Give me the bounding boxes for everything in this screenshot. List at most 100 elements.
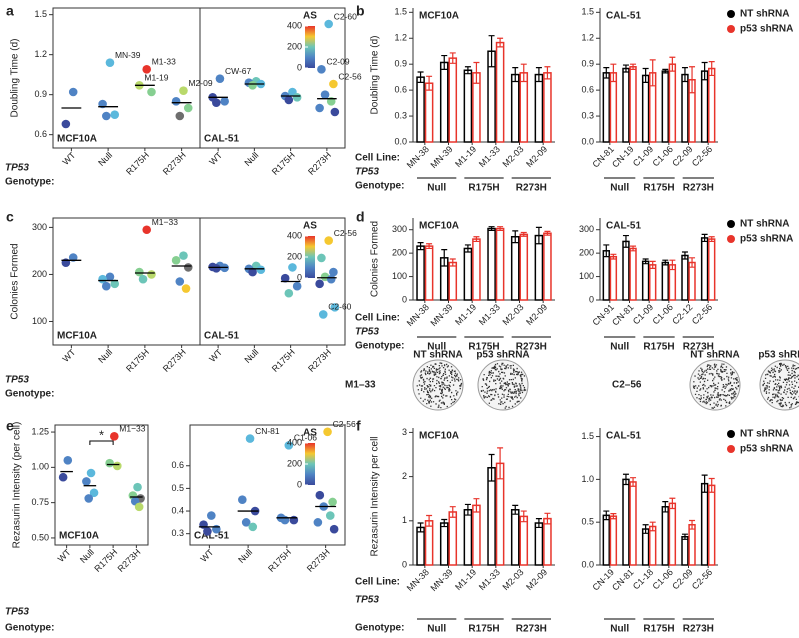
- colony-plate: [412, 359, 464, 411]
- legend-label: p53 shRNA: [740, 444, 793, 455]
- colorbar-tick-label: 400: [287, 437, 302, 447]
- genotype-label: Null: [610, 183, 629, 194]
- bar: [534, 73, 544, 143]
- data-point: [313, 518, 323, 527]
- bar: [641, 528, 650, 566]
- error-bar: [662, 68, 669, 74]
- legend-label: NT shRNA: [740, 219, 789, 230]
- data-point: [175, 277, 185, 286]
- image-row-label: C2–56: [612, 380, 642, 391]
- error-bar: [426, 243, 433, 250]
- bar: [668, 63, 677, 143]
- data-point: [241, 518, 251, 527]
- data-point: [329, 79, 338, 89]
- colorbar-tick-label: 0: [297, 62, 302, 72]
- data-point: [280, 515, 290, 525]
- legend-marker: [727, 25, 735, 33]
- image-column-label: NT shRNA: [690, 350, 739, 361]
- data-point: [318, 310, 328, 319]
- bar: [688, 524, 696, 566]
- error-bar: [689, 66, 696, 94]
- significance-label: *: [99, 427, 104, 442]
- data-point: [212, 264, 221, 273]
- bar: [700, 70, 709, 143]
- error-bar: [544, 66, 551, 80]
- data-point: [58, 472, 68, 482]
- row-label: Genotype:: [355, 181, 404, 192]
- point-label: C2-60: [334, 11, 357, 21]
- bar: [681, 535, 689, 566]
- panel-letter: b: [356, 3, 365, 19]
- subplot-title: MCF10A: [419, 11, 459, 22]
- data-point: [181, 284, 191, 293]
- subplot-title: CAL-51: [204, 331, 239, 342]
- row-label: TP53: [5, 607, 29, 618]
- row-label: TP53: [5, 163, 29, 174]
- bar: [448, 511, 458, 566]
- bar: [629, 247, 637, 301]
- legend-marker: [727, 445, 735, 453]
- y-tick-label: 0.5: [171, 483, 184, 493]
- error-bar: [701, 61, 708, 81]
- bar: [681, 73, 689, 143]
- data-point: [207, 511, 216, 520]
- genotype-label: R175H: [468, 342, 499, 353]
- error-bar: [497, 37, 504, 48]
- y-tick-label: 1.5: [34, 9, 47, 19]
- legend-marker: [727, 430, 735, 438]
- data-point: [203, 527, 212, 536]
- error-bar: [488, 35, 495, 68]
- genotype-label: R273H: [516, 624, 547, 635]
- row-label: Genotype:: [5, 177, 54, 188]
- data-point: [98, 274, 107, 284]
- data-point: [61, 258, 71, 267]
- genotype-label: R175H: [468, 183, 499, 194]
- genotype-label: Null: [610, 342, 629, 353]
- point-label: C2-56: [333, 419, 356, 429]
- subplot-title: CAL-51: [606, 431, 641, 442]
- data-point: [147, 87, 156, 97]
- point-label: C2-56: [334, 228, 357, 238]
- significance-bracket: [89, 440, 114, 445]
- y-tick-label: 1.2: [34, 49, 47, 59]
- row-label: Cell Line:: [355, 313, 400, 324]
- genotype-label: R175H: [643, 624, 674, 635]
- bar: [448, 57, 458, 143]
- bar: [543, 517, 552, 566]
- colorbar-title: AS: [303, 11, 317, 22]
- y-tick-label: 0.9: [581, 59, 594, 69]
- data-point: [315, 490, 325, 500]
- error-bar: [535, 67, 542, 83]
- data-point: [133, 482, 142, 492]
- colony-specks: [416, 362, 463, 409]
- data-point: [324, 19, 333, 29]
- panel-letter: c: [6, 209, 14, 225]
- legend-label: NT shRNA: [740, 9, 789, 20]
- point-label: CN-81: [255, 426, 280, 436]
- error-bar: [630, 477, 637, 487]
- error-bar: [649, 260, 656, 269]
- plot-frame: [54, 424, 149, 546]
- plot-frame: [199, 217, 346, 346]
- y-axis-label: Doubling Time (d): [10, 39, 21, 118]
- legend-label: NT shRNA: [740, 429, 789, 440]
- point-label: M1−33: [152, 217, 178, 227]
- bar: [622, 240, 630, 301]
- error-bar: [497, 447, 504, 480]
- y-tick-label: 1.2: [394, 33, 407, 43]
- error-bar: [630, 63, 637, 70]
- y-tick-label: 0.3: [581, 110, 594, 120]
- y-tick-label: 0.6: [171, 460, 184, 470]
- y-tick-label: 0.75: [31, 497, 49, 507]
- bar: [424, 82, 434, 143]
- y-tick-label: 0.3: [171, 528, 184, 538]
- bar: [661, 70, 669, 143]
- subplot-title: CAL-51: [606, 221, 641, 232]
- point-label: C1-06: [294, 433, 317, 443]
- y-tick-label: 0.4: [171, 505, 184, 515]
- data-point: [292, 281, 302, 291]
- error-bar: [464, 503, 471, 516]
- colorbar: [305, 443, 315, 485]
- data-point: [289, 515, 299, 525]
- y-tick-label: 0.6: [34, 129, 47, 139]
